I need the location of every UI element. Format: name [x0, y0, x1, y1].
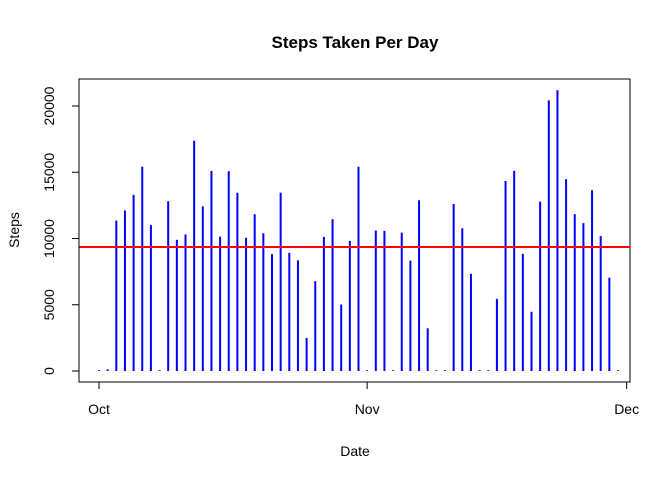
y-tick-label: 20000 — [41, 86, 57, 125]
bar — [461, 228, 464, 371]
bar — [141, 166, 144, 371]
bar — [617, 370, 619, 371]
bar — [262, 233, 265, 371]
bar — [539, 201, 542, 371]
bar — [357, 166, 360, 371]
bar — [305, 337, 308, 371]
plot-frame — [78, 78, 631, 383]
bar — [556, 90, 559, 372]
bar — [608, 277, 611, 371]
x-axis-label: Date — [340, 443, 370, 459]
bar — [158, 370, 161, 371]
y-tick-label: 15000 — [41, 153, 57, 192]
bar — [253, 214, 256, 371]
bar — [573, 214, 576, 371]
bar — [149, 225, 152, 371]
bar — [322, 236, 325, 371]
bar — [210, 170, 213, 371]
bar — [530, 311, 533, 371]
y-tick-label: 5000 — [41, 289, 57, 320]
bar — [400, 232, 403, 371]
bar — [582, 223, 585, 371]
bar — [374, 230, 377, 371]
bar — [132, 194, 135, 371]
bar — [392, 370, 395, 371]
y-tick-label: 10000 — [41, 219, 57, 258]
bar — [521, 253, 524, 371]
bar — [495, 298, 498, 371]
bar — [288, 252, 291, 371]
y-axis-label: Steps — [6, 212, 22, 248]
y-tick-label: 0 — [41, 367, 57, 375]
bar — [106, 369, 109, 371]
x-tick-label: Dec — [614, 401, 639, 417]
bar — [98, 370, 100, 371]
bar — [227, 171, 230, 371]
bar — [193, 140, 196, 371]
bar — [236, 192, 239, 371]
x-tick-label: Nov — [355, 401, 380, 417]
bar — [167, 201, 170, 371]
bar — [591, 190, 594, 371]
bars-group — [98, 90, 619, 372]
bar — [366, 370, 369, 371]
x-axis: Oct Nov Dec — [88, 381, 639, 417]
bar — [123, 210, 126, 371]
bar — [409, 260, 412, 371]
bar — [487, 370, 490, 371]
bar — [435, 370, 438, 371]
bar — [245, 237, 248, 371]
y-axis: 0 5000 10000 15000 20000 — [41, 86, 80, 375]
bar — [340, 304, 343, 371]
bar — [452, 203, 455, 371]
bar — [504, 181, 507, 371]
bar — [201, 206, 204, 371]
bar — [184, 234, 187, 371]
bar — [348, 240, 351, 371]
bar — [513, 170, 516, 371]
bar — [175, 239, 178, 371]
bar — [565, 179, 568, 371]
x-tick-label: Oct — [88, 401, 110, 417]
bar — [314, 281, 317, 371]
bar — [271, 254, 273, 371]
bar — [444, 370, 446, 371]
bar — [331, 219, 334, 371]
chart-title: Steps Taken Per Day — [272, 33, 439, 52]
bar — [469, 273, 472, 371]
bar — [383, 230, 386, 371]
bar — [115, 220, 118, 371]
bar — [426, 328, 429, 371]
bar — [478, 370, 481, 371]
bar — [296, 260, 299, 371]
bar — [418, 200, 421, 371]
bar — [547, 100, 550, 371]
bar — [599, 236, 602, 371]
bar — [279, 192, 282, 371]
bar — [219, 236, 222, 371]
